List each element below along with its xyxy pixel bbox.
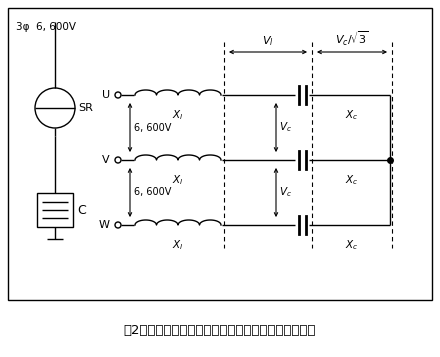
Text: 3φ  6, 600V: 3φ 6, 600V	[16, 22, 76, 32]
Text: $V_l$: $V_l$	[262, 34, 274, 48]
Text: $X_l$: $X_l$	[172, 108, 184, 122]
Text: W: W	[99, 220, 110, 230]
Text: 6, 600V: 6, 600V	[134, 187, 171, 197]
Text: SR: SR	[78, 103, 93, 113]
Text: V: V	[103, 155, 110, 165]
Text: $X_c$: $X_c$	[345, 173, 359, 187]
Text: $V_c/\sqrt{3}$: $V_c/\sqrt{3}$	[335, 30, 369, 48]
Text: $V_c$: $V_c$	[279, 121, 292, 134]
Bar	[37, 193, 73, 227]
Text: $X_c$: $X_c$	[345, 108, 359, 122]
Text: $X_l$: $X_l$	[172, 173, 184, 187]
Text: $V_c$: $V_c$	[279, 186, 292, 200]
Text: 6, 600V: 6, 600V	[134, 122, 171, 132]
Text: $X_l$: $X_l$	[172, 238, 184, 252]
Bar	[8, 8, 432, 300]
Text: 第2図　直列リアクトル付き進相コンデンサの接続図: 第2図 直列リアクトル付き進相コンデンサの接続図	[124, 323, 316, 337]
Text: $X_c$: $X_c$	[345, 238, 359, 252]
Text: U: U	[102, 90, 110, 100]
Text: C: C	[77, 203, 86, 216]
